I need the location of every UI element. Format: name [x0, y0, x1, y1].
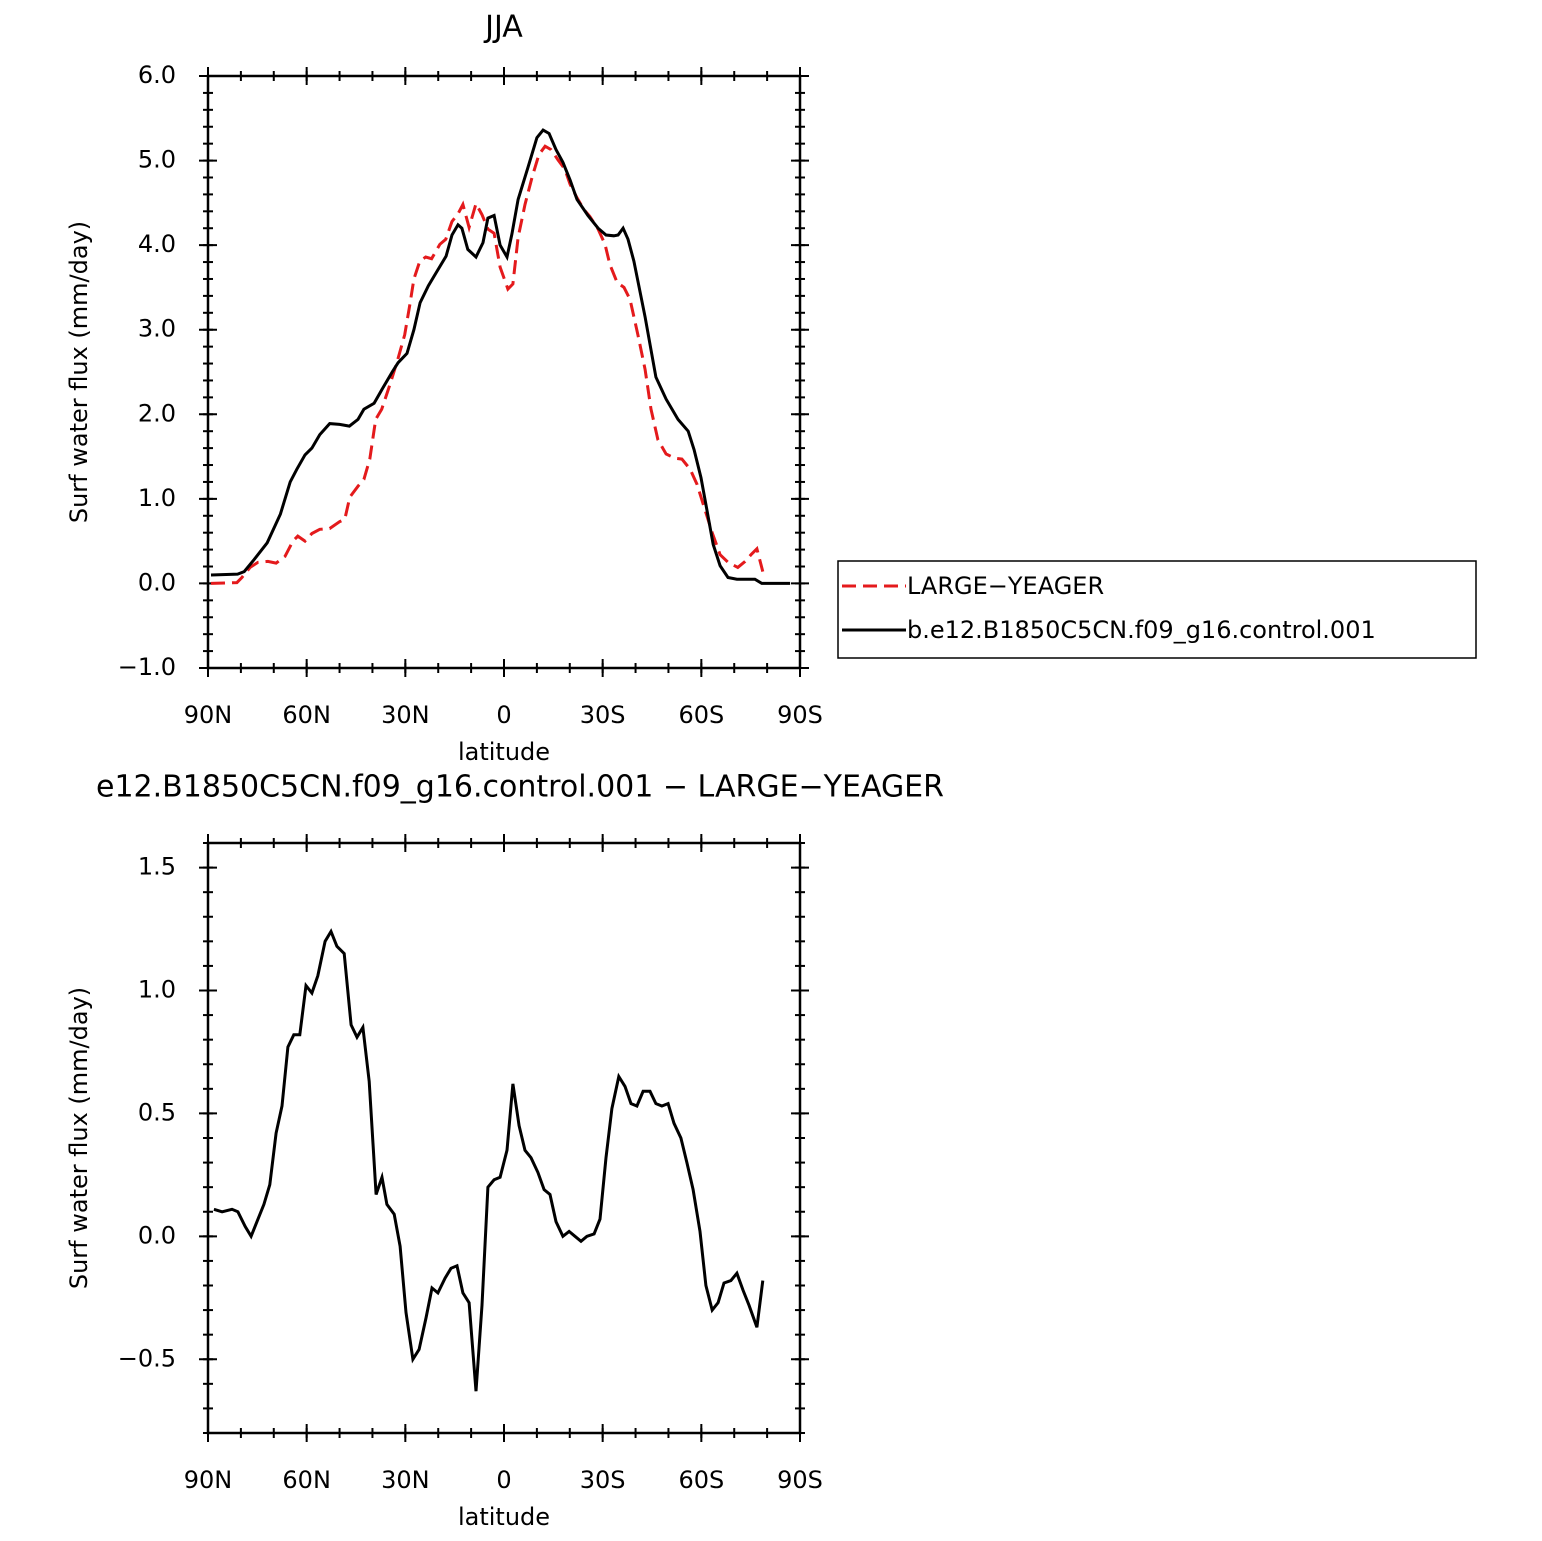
x-tick-label: 90N — [184, 701, 233, 729]
y-tick-label: 5.0 — [138, 146, 176, 174]
legend-box — [837, 560, 1477, 659]
plot-frame — [206, 74, 802, 670]
y-tick-label: 0.0 — [138, 568, 176, 596]
y-axis-label: Surf water flux (mm/day) — [65, 987, 93, 1289]
legend-label: LARGE−YEAGER — [907, 572, 1104, 600]
x-tick-label: 90S — [777, 701, 823, 729]
x-tick-label: 30S — [580, 701, 626, 729]
x-tick-label: 60N — [282, 701, 331, 729]
data-line — [213, 928, 765, 1392]
x-tick-label: 30S — [580, 1466, 626, 1494]
y-tick-label: 1.0 — [138, 976, 176, 1004]
plot-frame — [206, 841, 802, 1435]
data-line — [210, 128, 791, 585]
y-tick-label: 1.5 — [138, 853, 176, 881]
y-tick-label: 3.0 — [138, 315, 176, 343]
y-tick-label: 2.0 — [138, 399, 176, 427]
x-tick-label: 0 — [496, 701, 511, 729]
x-tick-label: 30N — [381, 1466, 430, 1494]
y-tick-label: 4.0 — [138, 230, 176, 258]
x-tick-label: 90S — [777, 1466, 823, 1494]
x-tick-label: 30N — [381, 701, 430, 729]
chart-title: JJA — [483, 10, 523, 45]
x-tick-label: 0 — [496, 1466, 511, 1494]
x-tick-label: 90N — [184, 1466, 233, 1494]
legend-label: b.e12.B1850C5CN.f09_g16.control.001 — [907, 616, 1376, 644]
x-tick-label: 60S — [678, 701, 724, 729]
y-tick-label: 1.0 — [138, 484, 176, 512]
y-tick-label: 0.0 — [138, 1221, 176, 1249]
y-tick-label: 6.0 — [138, 61, 176, 89]
x-axis-label: latitude — [458, 1503, 550, 1531]
x-tick-label: 60S — [678, 1466, 724, 1494]
chart-title: e12.B1850C5CN.f09_g16.control.001 − LARG… — [96, 770, 944, 805]
y-tick-label: 0.5 — [138, 1098, 176, 1126]
y-axis-label: Surf water flux (mm/day) — [65, 221, 93, 523]
data-line — [210, 144, 765, 585]
x-tick-label: 60N — [282, 1466, 331, 1494]
x-axis-label: latitude — [458, 738, 550, 766]
y-tick-label: −1.0 — [118, 653, 176, 681]
y-tick-label: −0.5 — [118, 1344, 176, 1372]
legend: LARGE−YEAGER b.e12.B1850C5CN.f09_g16.cont… — [837, 560, 1477, 659]
